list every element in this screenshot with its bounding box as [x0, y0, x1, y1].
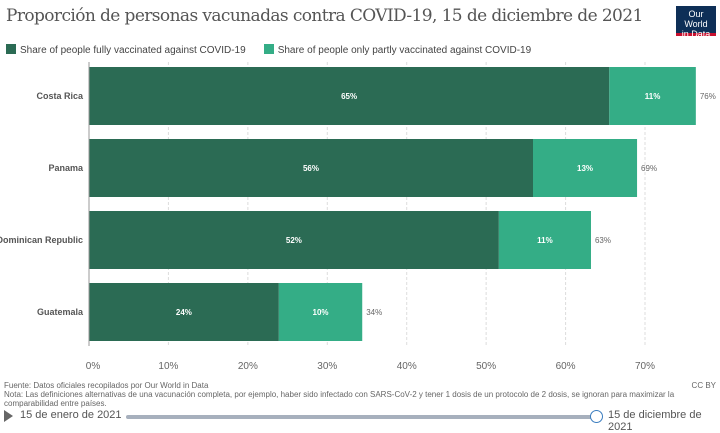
bar-partial[interactable]: [498, 211, 591, 269]
bar-value-label: 24%: [176, 308, 192, 317]
category-label: Panama: [48, 163, 84, 173]
bar-partial[interactable]: [278, 283, 363, 341]
x-tick-label: 0%: [86, 361, 101, 372]
play-icon[interactable]: [4, 410, 13, 422]
footer: Fuente: Datos oficiales recopilados por …: [4, 381, 704, 408]
license-link[interactable]: CC BY: [691, 381, 716, 390]
legend: Share of people fully vaccinated against…: [6, 44, 531, 56]
bar-partial[interactable]: [533, 139, 638, 197]
bar-value-label: 11%: [645, 92, 661, 101]
bar-value-label: 65%: [341, 92, 357, 101]
bar-full[interactable]: [89, 283, 279, 341]
x-tick-label: 30%: [317, 361, 337, 372]
bar-chart: 0% 10% 20% 30% 40% 50% 60% 70% Costa Rica 65% 11% 7…: [0, 62, 716, 372]
total-label: 34%: [366, 308, 382, 317]
bar-value-label: 13%: [577, 164, 593, 173]
x-tick-label: 40%: [397, 361, 417, 372]
timeline-end[interactable]: 15 de diciembre de 2021: [608, 409, 702, 433]
category-label: Costa Rica: [36, 91, 84, 101]
x-tick-label: 20%: [238, 361, 258, 372]
logo-line2: in Data: [681, 29, 711, 39]
timeline-handle[interactable]: [590, 410, 603, 423]
x-tick-label: 10%: [158, 361, 178, 372]
chart-title: Proporción de personas vacunadas contra …: [6, 6, 643, 26]
owid-logo[interactable]: Our World in Data: [676, 6, 716, 39]
note-text: Nota: Las definiciones alternativas de u…: [4, 390, 675, 408]
legend-item-partial[interactable]: Share of people only partly vaccinated a…: [263, 44, 532, 56]
total-label: 76%: [700, 92, 716, 101]
category-label: Dominican Republic: [0, 235, 83, 245]
source-text: Fuente: Datos oficiales recopilados por …: [4, 381, 209, 390]
x-tick-label: 70%: [635, 361, 655, 372]
legend-label-full: Share of people fully vaccinated against…: [20, 45, 246, 56]
timeline-start[interactable]: 15 de enero de 2021: [20, 409, 122, 421]
timeline-slider[interactable]: [126, 415, 596, 419]
bar-full[interactable]: [89, 211, 499, 269]
x-tick-label: 60%: [556, 361, 576, 372]
x-tick-label: 50%: [476, 361, 496, 372]
legend-label-partial: Share of people only partly vaccinated a…: [277, 45, 532, 56]
logo-line1: Our World: [684, 9, 708, 29]
bar-value-label: 52%: [286, 236, 302, 245]
total-label: 63%: [595, 236, 611, 245]
legend-swatch-full: [6, 44, 16, 54]
legend-item-full[interactable]: Share of people fully vaccinated against…: [6, 44, 246, 56]
total-label: 69%: [641, 164, 657, 173]
category-label: Guatemala: [37, 307, 84, 317]
bar-partial[interactable]: [609, 67, 696, 125]
timeline: 15 de enero de 2021 15 de diciembre de 2…: [4, 408, 718, 433]
bar-full[interactable]: [89, 67, 610, 125]
legend-swatch-partial: [263, 44, 274, 54]
bar-full[interactable]: [89, 139, 534, 197]
bar-value-label: 10%: [313, 308, 329, 317]
bar-value-label: 56%: [303, 164, 319, 173]
bar-value-label: 11%: [537, 236, 553, 245]
